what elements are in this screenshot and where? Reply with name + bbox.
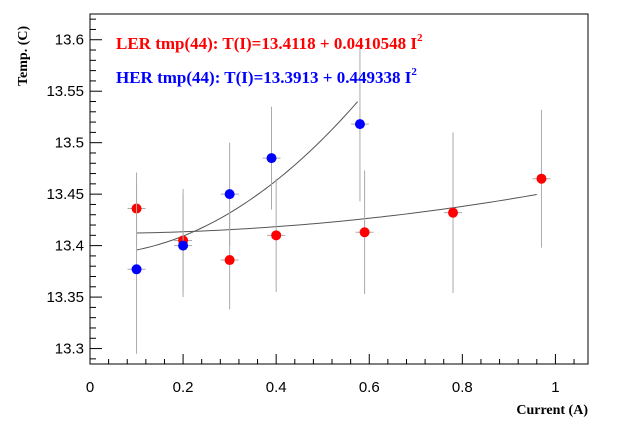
y-tick-label: 13.35 [46, 289, 84, 306]
data-point-her [354, 119, 365, 130]
y-tick-label: 13.4 [55, 238, 84, 255]
x-tick-label: 1 [551, 379, 559, 396]
fit-label-ler: LER tmp(44): T(I)=13.4118 + 0.0410548 I2 [116, 32, 423, 53]
plot-frame [89, 13, 589, 365]
data-point-ler [448, 207, 459, 218]
y-tick-label: 13.55 [46, 83, 84, 100]
series-her [127, 46, 369, 354]
x-axis-title: Current (A) [516, 403, 588, 418]
data-point-her [224, 189, 235, 200]
data-point-ler [359, 227, 370, 238]
data-series [127, 46, 551, 354]
y-tick-label: 13.5 [55, 135, 84, 152]
y-tick-label: 13.45 [46, 186, 84, 203]
x-tick-label: 0.2 [173, 379, 194, 396]
data-point-ler [271, 230, 282, 241]
series-ler [127, 109, 551, 310]
y-axis-title: Temp. (C) [16, 26, 31, 86]
fit-curve-her [136, 101, 358, 251]
fit-curve-ler [136, 194, 537, 234]
x-tick-label: 0.6 [359, 379, 380, 396]
data-point-her [266, 153, 277, 164]
data-point-ler [536, 173, 547, 184]
data-point-her [178, 240, 189, 251]
data-point-ler [224, 255, 235, 266]
fit-label-her: HER tmp(44): T(I)=13.3913 + 0.449338 I2 [116, 66, 417, 87]
y-tick-label: 13.3 [55, 341, 84, 358]
y-tick-label: 13.6 [55, 32, 84, 49]
y-axis: 13.3 13.35 13.4 13.45 13.5 13.55 13.6 [46, 18, 102, 360]
x-tick-label: 0.4 [266, 379, 287, 396]
fit-labels: LER tmp(44): T(I)=13.4118 + 0.0410548 I2… [116, 32, 423, 87]
x-tick-label: 0.8 [452, 379, 473, 396]
fit-curves [136, 101, 537, 251]
x-axis: 0 0.2 0.4 0.6 0.8 1 [86, 354, 575, 396]
x-tick-label: 0 [86, 379, 94, 396]
data-point-her [131, 264, 142, 275]
